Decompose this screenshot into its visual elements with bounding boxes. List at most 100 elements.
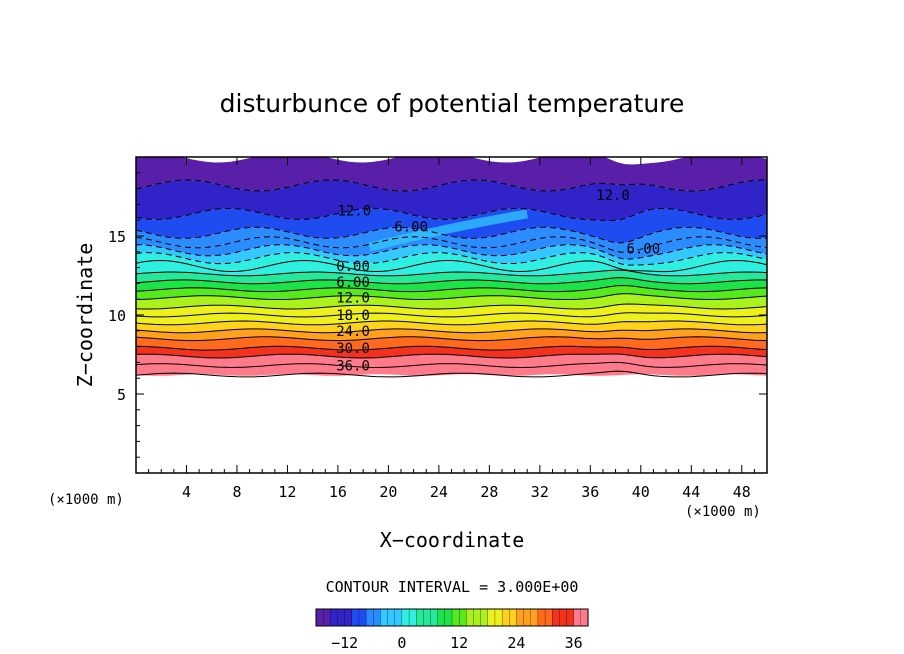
colorbar-swatch [487, 608, 496, 627]
colorbar-swatch [580, 608, 589, 627]
contour-band [136, 321, 767, 333]
cold-streak [368, 209, 528, 252]
y-axis-units: (×1000 m) [48, 492, 124, 508]
contour-band [136, 179, 767, 221]
contour-field [136, 157, 767, 376]
contour-band [136, 260, 767, 276]
contour-line [136, 328, 767, 334]
contour-line [136, 336, 767, 342]
colorbar-swatch [444, 608, 453, 627]
contour-label: 30.0 [336, 341, 370, 357]
y-axis: 5 10 15 [108, 172, 767, 458]
x-tick-label: 8 [232, 483, 241, 501]
colorbar-swatch [523, 608, 532, 627]
contour-line [136, 277, 767, 285]
contour-band [136, 304, 767, 317]
contour-line-negative [136, 207, 767, 222]
y-axis-label: Z−coordinate [73, 243, 97, 388]
x-tick-label: 48 [733, 483, 751, 501]
x-axis-label: X−coordinate [380, 528, 525, 552]
colorbar-swatch [365, 608, 374, 627]
contour-line [136, 303, 767, 310]
colorbar-swatch [459, 608, 467, 627]
colorbar-swatch [573, 608, 582, 627]
y-tick-label: 10 [108, 307, 126, 325]
colorbar-tick-label: 0 [397, 634, 406, 652]
contour-line [136, 320, 767, 326]
colorbar-swatch [466, 608, 475, 627]
contour-label: 6.00 [626, 242, 660, 258]
contour-line-lower [136, 370, 767, 378]
colorbar-swatch [566, 608, 575, 627]
colorbar-tick-label: −12 [331, 634, 358, 652]
contour-line [136, 269, 767, 277]
contour-interval-caption: CONTOUR INTERVAL = 3.000E+00 [326, 578, 579, 596]
x-axis: 4 8 12 16 20 24 28 32 36 40 44 48 [148, 157, 755, 501]
colorbar-swatch [344, 608, 353, 627]
contour-band [136, 362, 767, 376]
colorbar-swatch [494, 608, 503, 627]
colorbar-swatch [416, 608, 424, 627]
chart-title: disturbunce of potential temperature [220, 89, 685, 118]
contour-lines [136, 179, 767, 378]
contour-line [136, 353, 767, 359]
colorbar-swatch [537, 608, 546, 627]
colorbar-swatch [408, 608, 417, 627]
contour-label: 6.00 [336, 275, 370, 291]
colorbar-swatch [351, 608, 360, 627]
colorbar-swatch [380, 608, 389, 627]
colorbar-swatch [323, 608, 331, 627]
contour-band [136, 293, 767, 309]
x-tick-label: 16 [329, 483, 347, 501]
colorbar-swatch [451, 608, 460, 627]
colorbar-swatch [530, 608, 539, 627]
colorbar-swatch [373, 608, 381, 627]
colorbar-swatch [544, 608, 553, 627]
colorbar-swatch [423, 608, 432, 627]
colorbar-swatch [559, 608, 568, 627]
contour-band [136, 354, 767, 368]
contour-line-negative [136, 252, 767, 266]
colorbar-tick-label: 36 [565, 634, 583, 652]
colorbar-swatch [315, 608, 324, 627]
colorbar-tick-label: 12 [450, 634, 468, 652]
colorbar-swatch [516, 608, 525, 627]
contour-line-negative [136, 179, 767, 192]
x-axis-units: (×1000 m) [685, 504, 761, 520]
x-tick-label: 36 [581, 483, 599, 501]
contour-label: 0.00 [336, 259, 370, 275]
contour-label: 12.0 [336, 291, 370, 307]
contour-line [136, 259, 767, 273]
x-tick-label: 40 [632, 483, 650, 501]
contour-line [136, 284, 767, 293]
colorbar-frame [315, 608, 589, 627]
colorbar: −12 0 12 24 36 [315, 608, 589, 652]
colorbar-swatch [480, 608, 489, 627]
contour-line-negative [136, 236, 767, 253]
contour-band [136, 157, 767, 191]
contour-line-negative [136, 244, 767, 260]
contour-label: 12.0 [337, 204, 371, 220]
contour-line [136, 293, 767, 301]
x-tick-label: 24 [430, 483, 448, 501]
contour-label: 12.0 [596, 188, 630, 204]
colorbar-swatch [430, 608, 439, 627]
colorbar-swatch [387, 608, 396, 627]
y-tick-label: 15 [108, 228, 126, 246]
contour-label: 6.00 [394, 220, 428, 236]
contour-line [136, 361, 767, 369]
y-tick-label: 5 [117, 386, 126, 404]
contour-band [136, 270, 767, 284]
contour-band [136, 252, 767, 272]
colorbar-swatch [330, 608, 339, 627]
colorbar-swatch [337, 608, 346, 627]
colorbar-swatch [394, 608, 403, 627]
contour-band [136, 244, 767, 266]
contour-label: 36.0 [336, 359, 370, 375]
contour-band [136, 277, 767, 292]
colorbar-swatch [509, 608, 517, 627]
colorbar-tick-label: 24 [507, 634, 525, 652]
x-tick-label: 28 [480, 483, 498, 501]
colorbar-swatch [473, 608, 482, 627]
